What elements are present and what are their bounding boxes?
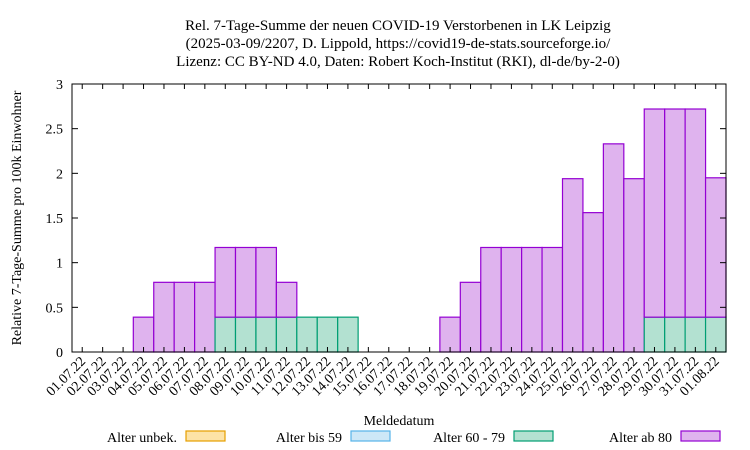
y-tick-label: 0.5 (46, 301, 64, 316)
legend-swatch-0 (185, 430, 226, 442)
bar-11.07.22-series-3 (275, 281, 298, 318)
y-tick-label: 1.5 (46, 212, 64, 227)
bar-06.07.22-series-3 (173, 281, 196, 353)
bar-30.07.22-series-2 (664, 316, 686, 353)
bar-01.08.22-series-3 (704, 177, 727, 318)
legend: Alter unbek. Alter bis 59 Alter 60 - 79 Alt… (107, 430, 721, 446)
y-tick-label: 0 (56, 346, 63, 361)
bar-01.08.22-series-2 (704, 316, 727, 353)
y-tick-label: 3 (56, 78, 63, 93)
bar-08.07.22-series-3 (214, 246, 237, 318)
bar-23.07.22-series-3 (521, 246, 543, 353)
bar-25.07.22-series-3 (561, 178, 584, 353)
bar-26.07.22-series-3 (582, 212, 604, 353)
bar-12.07.22-series-2 (296, 316, 318, 353)
bar-31.07.22-series-2 (684, 316, 707, 353)
bar-04.07.22-series-3 (132, 316, 155, 353)
bar-22.07.22-series-3 (500, 246, 523, 353)
legend-swatch-2 (513, 430, 554, 442)
bar-27.07.22-series-3 (602, 143, 625, 353)
y-tick-label: 2 (56, 167, 63, 182)
title-line-2: (2025-03-09/2207, D. Lippold, https://co… (186, 36, 611, 52)
title-line-3: Lizenz: CC BY-ND 4.0, Daten: Robert Koch… (176, 54, 620, 70)
bar-09.07.22-series-3 (234, 246, 257, 318)
bar-05.07.22-series-3 (153, 281, 175, 353)
bar-31.07.22-series-3 (684, 108, 707, 318)
legend-swatch-3 (680, 430, 721, 442)
x-axis-label: Meldedatum (364, 414, 435, 429)
bar-20.07.22-series-3 (459, 281, 482, 353)
bar-30.07.22-series-3 (664, 108, 686, 318)
legend-label-3: Alter ab 80 (609, 431, 672, 446)
title-line-1: Rel. 7-Tage-Summe der neuen COVID-19 Ver… (185, 18, 611, 34)
legend-label-0: Alter unbek. (107, 431, 177, 446)
bar-29.07.22-series-2 (643, 316, 666, 353)
bar-21.07.22-series-3 (480, 246, 502, 353)
plot-frame (71, 83, 727, 353)
bar-28.07.22-series-3 (623, 178, 645, 353)
legend-label-2: Alter 60 - 79 (433, 431, 505, 446)
bar-13.07.22-series-2 (316, 316, 339, 353)
bar-09.07.22-series-2 (234, 316, 257, 353)
y-axis: 0 0.5 1 1.5 2 2.5 3 (46, 78, 726, 361)
bar-07.07.22-series-3 (194, 281, 216, 353)
bar-11.07.22-series-2 (275, 316, 298, 353)
bar-08.07.22-series-2 (214, 316, 237, 353)
bar-10.07.22-series-2 (255, 316, 277, 353)
bars-layer (132, 108, 727, 353)
bar-10.07.22-series-3 (255, 246, 277, 318)
bar-19.07.22-series-3 (439, 316, 461, 353)
legend-label-1: Alter bis 59 (276, 431, 342, 446)
y-axis-label: Relative 7-Tage-Summe pro 100k Einwohner (10, 90, 25, 345)
bar-24.07.22-series-3 (541, 246, 564, 353)
y-tick-label: 1 (56, 257, 63, 272)
bar-14.07.22-series-2 (337, 316, 359, 353)
chart-title: Rel. 7-Tage-Summe der neuen COVID-19 Ver… (176, 18, 620, 70)
legend-swatch-1 (350, 430, 391, 442)
y-tick-label: 2.5 (46, 123, 64, 138)
bar-29.07.22-series-3 (643, 108, 666, 318)
